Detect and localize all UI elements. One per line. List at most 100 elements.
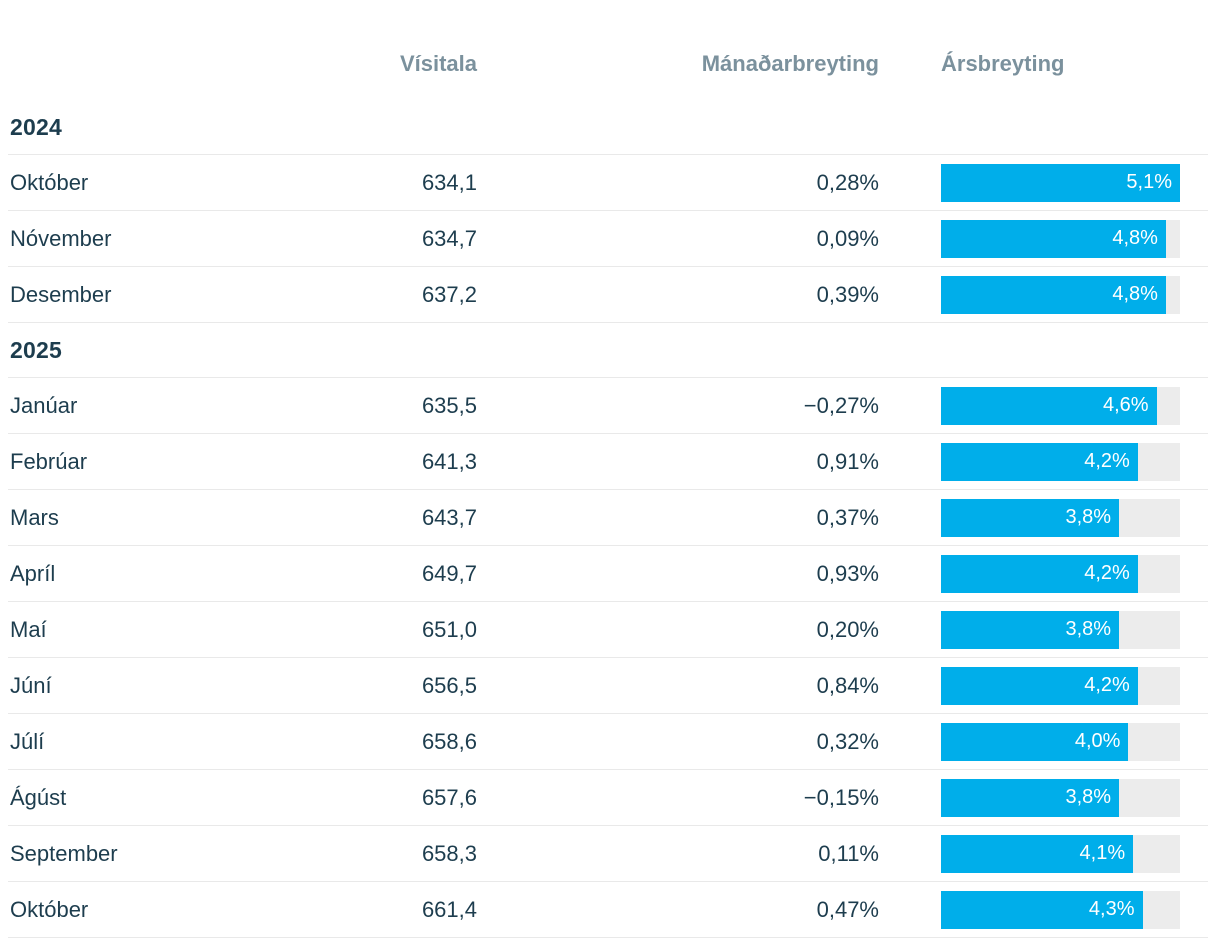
table-row: Október 634,1 0,28% 5,1% — [8, 155, 1208, 211]
arsbreyting-bar-label: 3,8% — [1065, 506, 1112, 528]
month-cell: Maí — [10, 616, 47, 642]
arsbreyting-cell: 4,6% — [941, 386, 1180, 425]
arsbreyting-bar-track: 3,8% — [941, 778, 1180, 817]
table-row: Apríl 649,7 0,93% 4,2% — [8, 546, 1208, 602]
arsbreyting-bar-track: 4,2% — [941, 666, 1180, 705]
table-row: Maí 651,0 0,20% 3,8% — [8, 602, 1208, 658]
arsbreyting-bar-track: 4,0% — [941, 722, 1180, 761]
arsbreyting-cell: 4,3% — [941, 890, 1180, 929]
arsbreyting-bar-label: 4,2% — [1084, 450, 1130, 472]
arsbreyting-bar-label: 5,1% — [1126, 171, 1172, 193]
manadarbreyting-cell: 0,20% — [816, 616, 879, 642]
visitala-cell: 649,7 — [421, 560, 477, 586]
arsbreyting-bar-track: 4,3% — [941, 890, 1180, 929]
table-row: Febrúar 641,3 0,91% 4,2% — [8, 434, 1208, 490]
month-cell: Júlí — [10, 728, 45, 754]
visitala-cell: 643,7 — [421, 504, 477, 530]
manadarbreyting-cell: −0,27% — [803, 392, 879, 418]
month-cell: Apríl — [10, 560, 56, 586]
month-cell: Ágúst — [10, 784, 67, 810]
arsbreyting-bar-fill: 4,2% — [941, 554, 1138, 593]
visitala-cell: 658,6 — [421, 728, 477, 754]
arsbreyting-bar-label: 4,2% — [1084, 562, 1130, 584]
manadarbreyting-cell: 0,39% — [816, 281, 879, 307]
arsbreyting-bar-fill: 3,8% — [941, 610, 1120, 649]
arsbreyting-bar-track: 4,8% — [941, 219, 1180, 258]
manadarbreyting-cell: 0,32% — [816, 728, 879, 754]
table-row: Nóvember 634,7 0,09% 4,8% — [8, 211, 1208, 267]
visitala-cell: 651,0 — [421, 616, 477, 642]
arsbreyting-bar-track: 5,1% — [941, 163, 1180, 202]
arsbreyting-bar-track: 4,2% — [941, 554, 1180, 593]
table-row: Október 661,4 0,47% 4,3% — [8, 882, 1208, 938]
visitala-cell: 661,4 — [421, 896, 477, 922]
arsbreyting-bar-fill: 4,3% — [941, 890, 1143, 929]
visitala-cell: 656,5 — [421, 672, 477, 698]
arsbreyting-cell: 5,1% — [941, 163, 1180, 202]
month-cell: September — [10, 840, 118, 866]
table-header-row: Vísitala Mánaðarbreyting Ársbreyting — [8, 0, 1208, 100]
table-row: Mars 643,7 0,37% 3,8% — [8, 490, 1208, 546]
arsbreyting-cell: 3,8% — [941, 498, 1180, 537]
manadarbreyting-cell: 0,47% — [816, 896, 879, 922]
visitala-cell: 637,2 — [421, 281, 477, 307]
arsbreyting-bar-label: 4,8% — [1112, 283, 1158, 305]
arsbreyting-bar-fill: 4,8% — [941, 275, 1166, 314]
year-row: 2025 — [8, 323, 1208, 378]
arsbreyting-cell: 4,0% — [941, 722, 1180, 761]
table-body: 2024 Október 634,1 0,28% 5,1% Nóvember 6… — [8, 100, 1208, 938]
table-row: Desember 637,2 0,39% 4,8% — [8, 267, 1208, 323]
column-header-arsbreyting: Ársbreyting — [941, 51, 1065, 76]
arsbreyting-cell: 4,2% — [941, 554, 1180, 593]
arsbreyting-bar-fill: 4,1% — [941, 834, 1134, 873]
manadarbreyting-cell: −0,15% — [803, 784, 879, 810]
visitala-cell: 635,5 — [421, 392, 477, 418]
year-label: 2025 — [10, 336, 62, 363]
arsbreyting-cell: 3,8% — [941, 610, 1180, 649]
month-cell: Febrúar — [10, 448, 88, 474]
manadarbreyting-cell: 0,91% — [816, 448, 879, 474]
arsbreyting-bar-label: 4,8% — [1112, 227, 1158, 249]
arsbreyting-bar-fill: 3,8% — [941, 498, 1120, 537]
arsbreyting-bar-label: 4,0% — [1074, 730, 1121, 752]
arsbreyting-cell: 4,2% — [941, 442, 1180, 481]
manadarbreyting-cell: 0,11% — [818, 840, 879, 866]
manadarbreyting-cell: 0,28% — [816, 169, 879, 195]
table-row: Ágúst 657,6 −0,15% 3,8% — [8, 770, 1208, 826]
visitala-cell: 634,1 — [421, 169, 477, 195]
arsbreyting-bar-label: 4,3% — [1088, 898, 1135, 920]
arsbreyting-bar-track: 3,8% — [941, 610, 1180, 649]
arsbreyting-bar-track: 4,2% — [941, 442, 1180, 481]
arsbreyting-cell: 4,2% — [941, 666, 1180, 705]
month-cell: Október — [10, 169, 89, 195]
arsbreyting-bar-label: 4,2% — [1084, 674, 1130, 696]
arsbreyting-bar-label: 4,6% — [1102, 394, 1149, 416]
arsbreyting-bar-fill: 3,8% — [941, 778, 1120, 817]
visitala-cell: 658,3 — [421, 840, 477, 866]
arsbreyting-bar-track: 4,8% — [941, 275, 1180, 314]
manadarbreyting-cell: 0,09% — [816, 225, 879, 251]
year-label: 2024 — [10, 113, 62, 140]
table-row: Júlí 658,6 0,32% 4,0% — [8, 714, 1208, 770]
table-row: September 658,3 0,11% 4,1% — [8, 826, 1208, 882]
year-row: 2024 — [8, 100, 1208, 155]
arsbreyting-cell: 4,8% — [941, 219, 1180, 258]
table-row: Júní 656,5 0,84% 4,2% — [8, 658, 1208, 714]
arsbreyting-bar-fill: 4,2% — [941, 666, 1138, 705]
visitala-cell: 657,6 — [421, 784, 477, 810]
arsbreyting-bar-label: 3,8% — [1065, 786, 1112, 808]
column-header-visitala: Vísitala — [399, 51, 477, 76]
arsbreyting-bar-label: 3,8% — [1065, 618, 1112, 640]
arsbreyting-bar-fill: 4,6% — [941, 386, 1157, 425]
arsbreyting-bar-track: 4,1% — [941, 834, 1180, 873]
month-cell: Desember — [10, 281, 112, 307]
manadarbreyting-cell: 0,93% — [816, 560, 879, 586]
arsbreyting-cell: 3,8% — [941, 778, 1180, 817]
month-cell: Mars — [10, 504, 59, 530]
month-cell: Júní — [10, 672, 52, 698]
manadarbreyting-cell: 0,84% — [816, 672, 879, 698]
month-cell: Janúar — [10, 392, 78, 418]
month-cell: Nóvember — [10, 225, 112, 251]
table-row: Janúar 635,5 −0,27% 4,6% — [8, 378, 1208, 434]
arsbreyting-bar-track: 3,8% — [941, 498, 1180, 537]
